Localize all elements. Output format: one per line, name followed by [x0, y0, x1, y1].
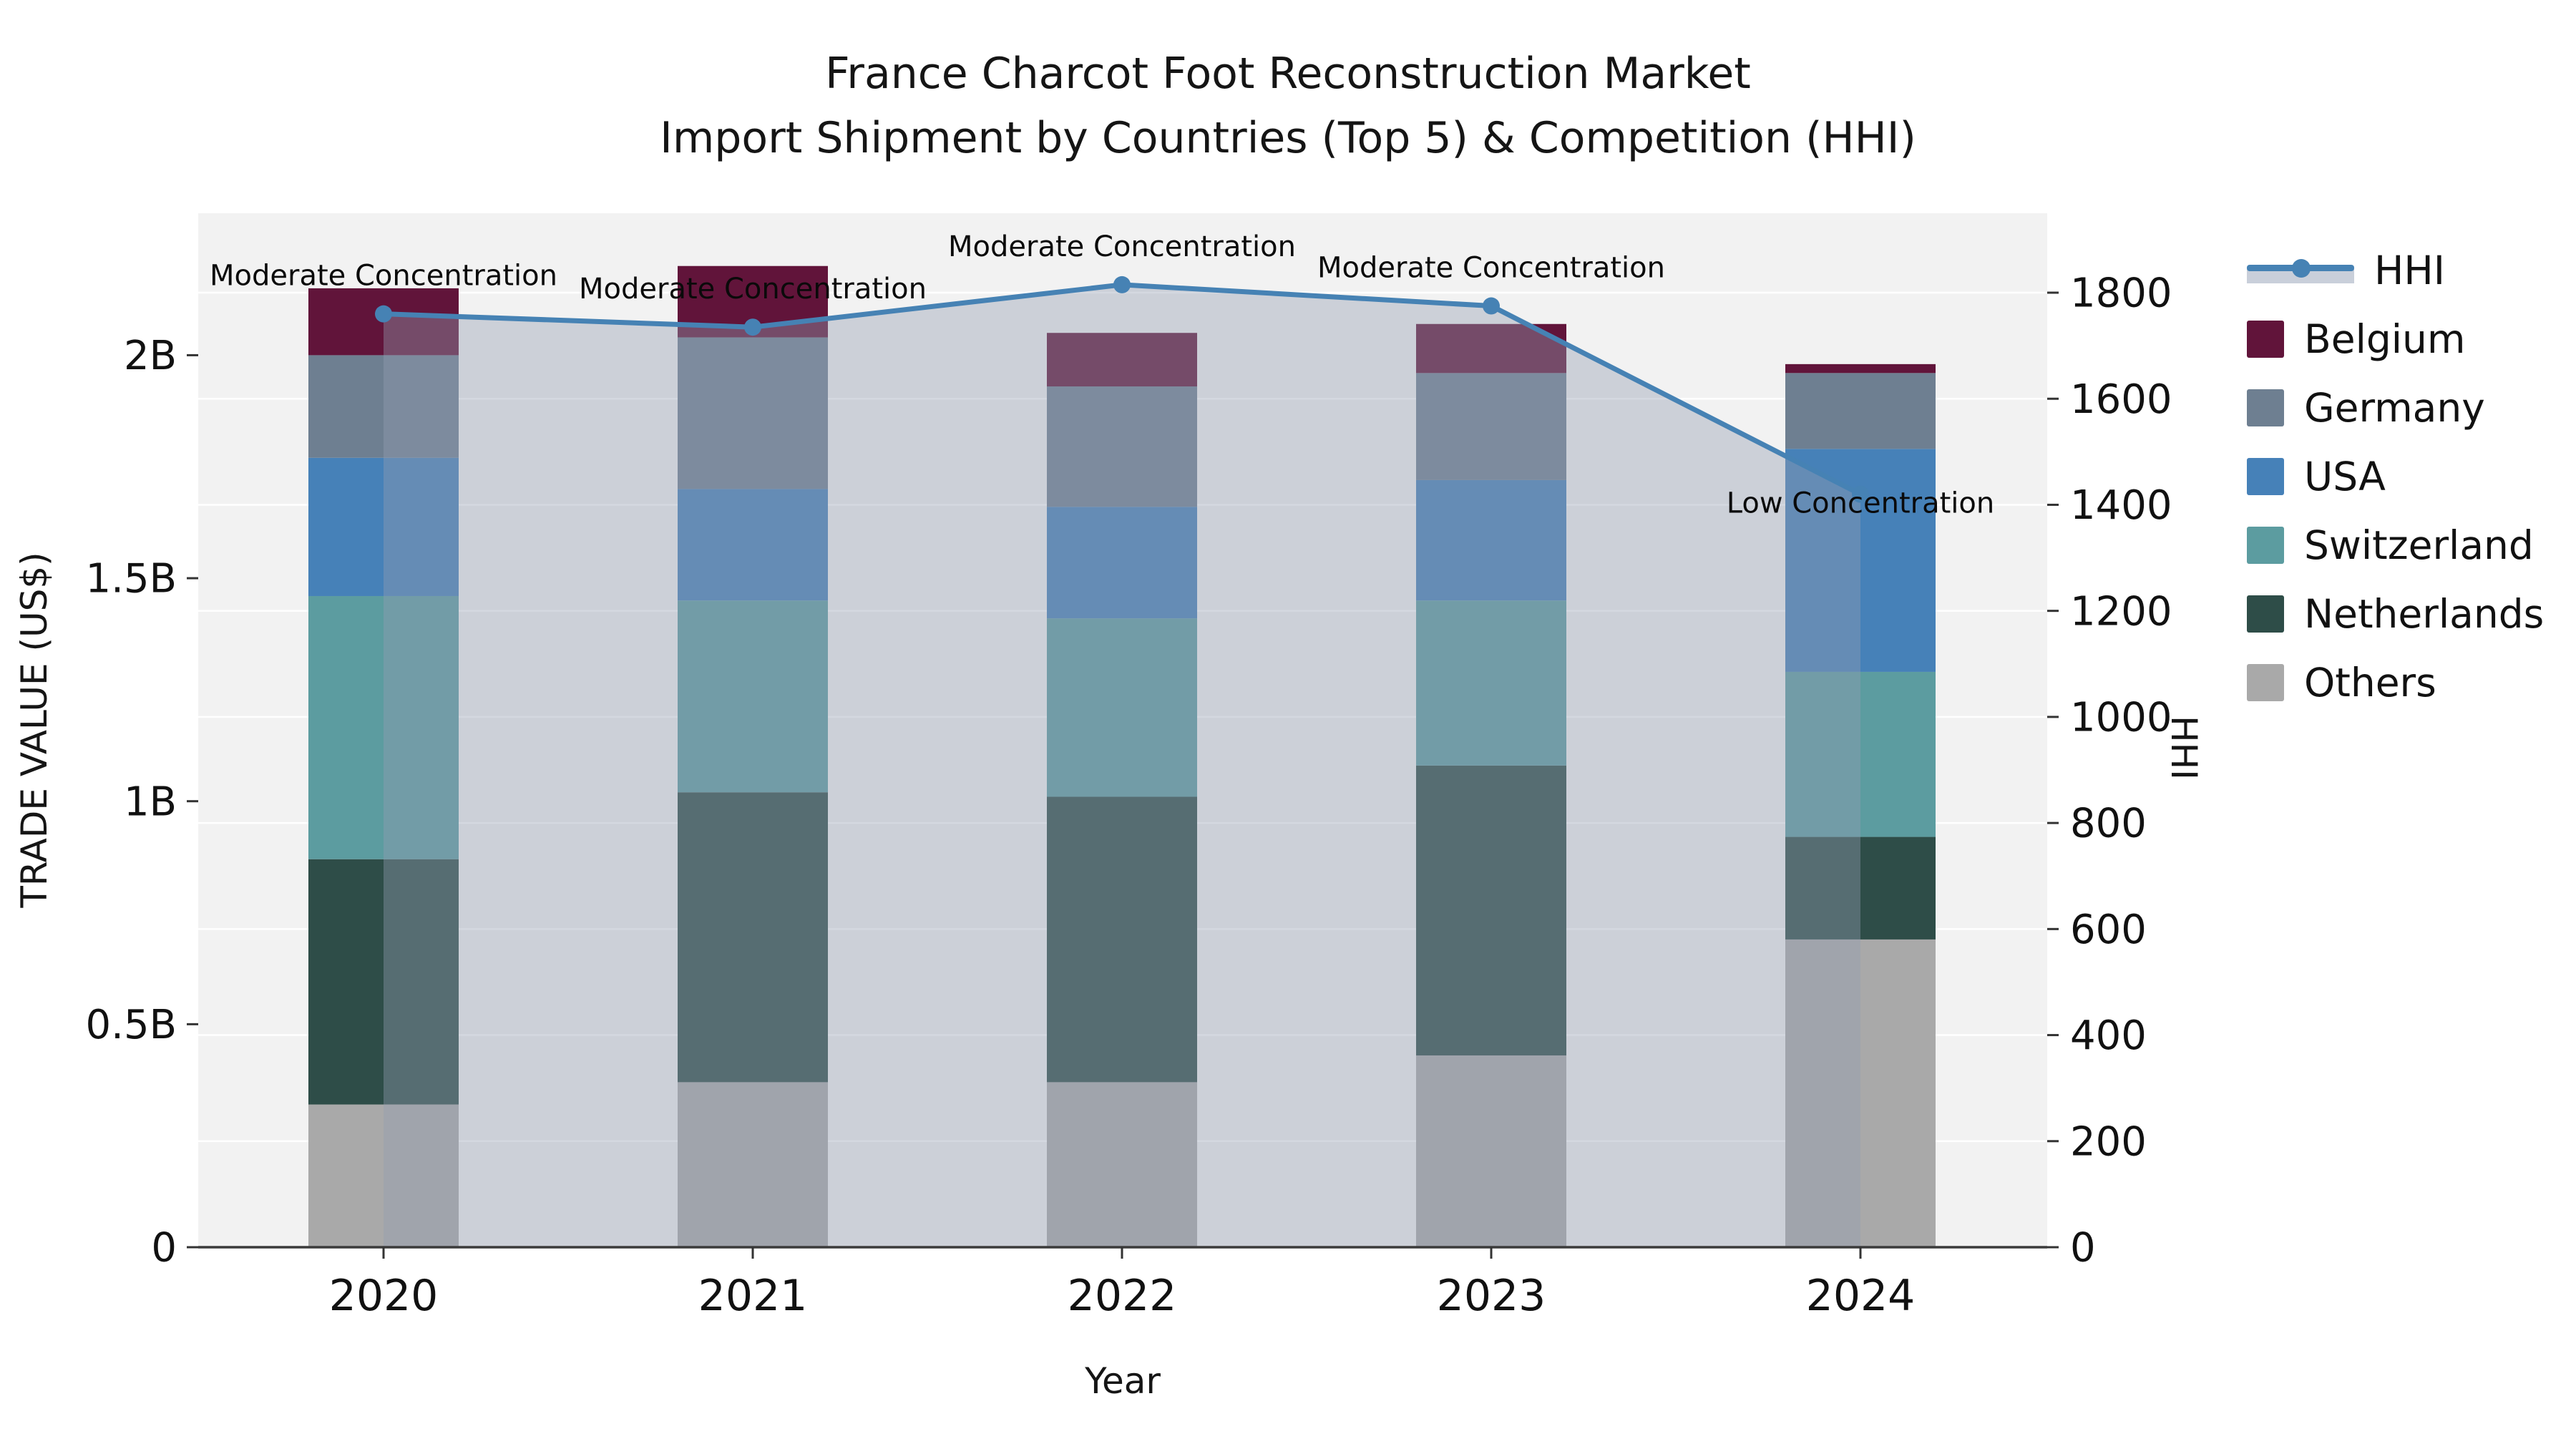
- annotation-2021: Moderate Concentration: [579, 273, 927, 306]
- y-left-tick-label: 0: [151, 1225, 177, 1272]
- belgium-swatch-icon: [2247, 321, 2284, 358]
- bar-segment-2021-usa: [678, 489, 828, 601]
- bar-segment-2020-others: [308, 1104, 459, 1247]
- y-right-tick-label: 1000: [2070, 695, 2172, 741]
- legend-item-hhi: HHI: [2247, 236, 2544, 305]
- hhi-marker-2021: [744, 318, 761, 336]
- bar-segment-2024-germany: [1785, 373, 1936, 449]
- bar-segment-2023-netherlands: [1416, 765, 1566, 1055]
- hhi-marker-2024: [1852, 485, 1869, 503]
- bar-segment-2024-netherlands: [1785, 836, 1936, 940]
- bar-segment-2021-others: [678, 1082, 828, 1247]
- annotation-2022: Moderate Concentration: [948, 230, 1296, 263]
- y-left-tick-label: 2B: [124, 333, 177, 379]
- y-right-tick-label: 200: [2070, 1118, 2147, 1165]
- hhi-area-fill: [384, 284, 1860, 1247]
- bar-segment-2024-switzerland: [1785, 671, 1936, 837]
- x-tick-label-2021: 2021: [698, 1271, 808, 1321]
- bar-segment-2022-belgium: [1047, 333, 1197, 387]
- legend-item-others: Others: [2247, 648, 2544, 717]
- bar-segment-2024-belgium: [1785, 364, 1936, 374]
- hhi-marker-2023: [1483, 297, 1500, 315]
- bar-segment-2022-switzerland: [1047, 618, 1197, 797]
- bar-segment-2023-switzerland: [1416, 600, 1566, 766]
- bar-segment-2024-others: [1785, 939, 1936, 1247]
- bar-segment-2020-netherlands: [308, 859, 459, 1105]
- legend-item-netherlands: Netherlands: [2247, 580, 2544, 648]
- legend-label: USA: [2304, 454, 2386, 499]
- y-right-tick-label: 1800: [2070, 270, 2172, 317]
- bar-segment-2020-usa: [308, 457, 459, 596]
- legend-label: Netherlands: [2304, 591, 2545, 637]
- annotation-2020: Moderate Concentration: [210, 260, 557, 293]
- x-tick-label-2024: 2024: [1806, 1271, 1916, 1321]
- y-right-tick-label: 1600: [2070, 376, 2172, 423]
- chart-title-line2: Import Shipment by Countries (Top 5) & C…: [660, 113, 1916, 163]
- legend-label: Belgium: [2304, 316, 2466, 362]
- y-left-tick-label: 1B: [124, 779, 177, 825]
- germany-swatch-icon: [2247, 389, 2284, 426]
- legend-label: Others: [2304, 660, 2436, 706]
- legend-label: Switzerland: [2304, 522, 2534, 568]
- bar-segment-2022-others: [1047, 1082, 1197, 1247]
- legend: HHI Belgium Germany USA Switzerland Neth…: [2247, 236, 2544, 717]
- annotation-2024: Low Concentration: [1727, 487, 1994, 520]
- bar-segment-2022-germany: [1047, 386, 1197, 507]
- x-tick-label-2023: 2023: [1437, 1271, 1546, 1321]
- chart-title-line1: France Charcot Foot Reconstruction Marke…: [825, 49, 1751, 99]
- bar-segment-2021-netherlands: [678, 792, 828, 1083]
- bar-segment-2020-germany: [308, 355, 459, 458]
- hhi-marker-2020: [375, 305, 392, 323]
- legend-item-usa: USA: [2247, 442, 2544, 511]
- y-left-tick-label: 0.5B: [86, 1002, 177, 1048]
- y-left-tick-label: 1.5B: [86, 556, 177, 602]
- netherlands-swatch-icon: [2247, 595, 2284, 633]
- bar-segment-2022-netherlands: [1047, 796, 1197, 1083]
- bar-segment-2023-germany: [1416, 373, 1566, 480]
- x-tick-label-2022: 2022: [1068, 1271, 1177, 1321]
- hhi-marker-dot: [2292, 259, 2311, 278]
- legend-label: HHI: [2374, 248, 2445, 293]
- y-right-tick-label: 800: [2070, 801, 2147, 847]
- bar-segment-2021-switzerland: [678, 600, 828, 793]
- bar-segment-2022-usa: [1047, 507, 1197, 619]
- legend-item-belgium: Belgium: [2247, 305, 2544, 374]
- annotation-2023: Moderate Concentration: [1317, 252, 1665, 285]
- y-right-tick-label: 400: [2070, 1013, 2147, 1059]
- legend-label: Germany: [2304, 385, 2485, 431]
- x-tick-label-2020: 2020: [329, 1271, 439, 1321]
- others-swatch-icon: [2247, 664, 2284, 701]
- y-right-tick-label: 1400: [2070, 482, 2172, 529]
- hhi-line-swatch-icon: [2247, 252, 2354, 289]
- y-right-tick-label: 1200: [2070, 588, 2172, 635]
- bar-segment-2023-usa: [1416, 479, 1566, 601]
- legend-item-switzerland: Switzerland: [2247, 511, 2544, 580]
- y-right-tick-label: 0: [2070, 1225, 2096, 1272]
- hhi-marker-2022: [1113, 275, 1131, 293]
- bar-segment-2021-germany: [678, 337, 828, 489]
- legend-item-germany: Germany: [2247, 374, 2544, 442]
- y-right-tick-label: 600: [2070, 907, 2147, 953]
- bar-segment-2023-others: [1416, 1055, 1566, 1247]
- x-axis-label: Year: [1085, 1360, 1161, 1402]
- switzerland-swatch-icon: [2247, 527, 2284, 564]
- bar-segment-2020-switzerland: [308, 595, 459, 859]
- usa-swatch-icon: [2247, 458, 2284, 495]
